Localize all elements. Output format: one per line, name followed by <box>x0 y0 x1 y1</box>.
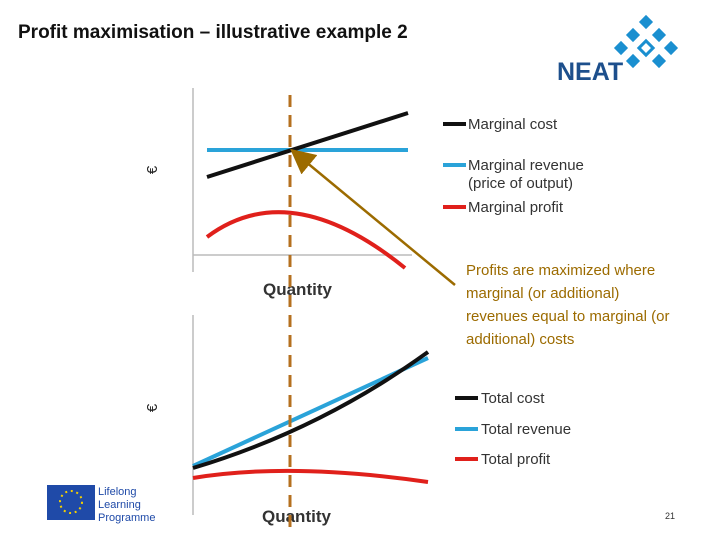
x-axis-label: Quantity <box>263 280 332 299</box>
marginal-profit-curve <box>205 210 407 270</box>
annotation-text: Profits are maximized where <box>466 262 655 279</box>
programme-label: Learning <box>98 499 141 511</box>
total-cost-curve <box>192 350 430 470</box>
total-revenue-line <box>192 356 429 468</box>
legend-label: Total profit <box>481 451 551 468</box>
logo-icon <box>613 14 679 69</box>
y-axis-label: € <box>144 165 161 174</box>
legend-label: Marginal revenue <box>468 157 584 174</box>
legend-label: (price of output) <box>468 175 573 192</box>
logo-text: NEAT <box>557 58 623 86</box>
slide-title: Profit maximisation – illustrative examp… <box>18 22 408 43</box>
annotation-text: revenues equal to marginal (or <box>466 308 669 325</box>
legend-label: Marginal cost <box>468 116 558 133</box>
legend-label: Total cost <box>481 390 545 407</box>
page-number: 21 <box>665 511 675 521</box>
annotation-text: additional) costs <box>466 331 574 348</box>
programme-label: Programme <box>98 512 155 524</box>
annotation-text: marginal (or additional) <box>466 285 619 302</box>
annotation-arrow <box>290 148 456 286</box>
programme-label: Lifelong <box>98 486 137 498</box>
total-profit-curve <box>192 468 429 484</box>
y-axis-label: € <box>144 403 161 412</box>
x-axis-label: Quantity <box>262 507 331 526</box>
legend-label: Marginal profit <box>468 199 564 216</box>
eu-stars <box>59 490 83 514</box>
marginal-cost-line <box>206 111 409 179</box>
legend-label: Total revenue <box>481 421 571 438</box>
